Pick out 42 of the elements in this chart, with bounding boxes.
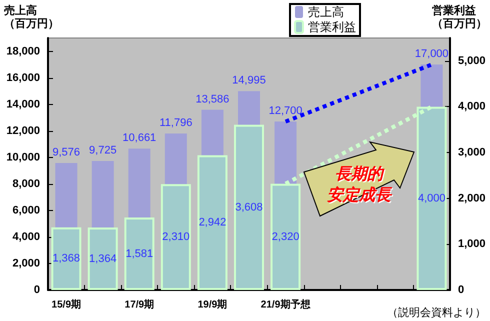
legend-label: 売上高 — [308, 5, 344, 19]
y-tick-label: 8,000 — [12, 178, 40, 190]
y-tick-label: 18,000 — [6, 45, 40, 58]
data-label: 17,000 — [414, 48, 449, 60]
data-label: 13,586 — [196, 93, 230, 106]
data-label: 14,995 — [232, 74, 266, 87]
y-tick-label: 10,000 — [6, 151, 40, 164]
y2-tick-label: 2,000 — [458, 192, 486, 204]
data-label: 2,942 — [198, 216, 226, 229]
y2-tick-label: 5,000 — [458, 54, 486, 67]
x-tick-label: 17/9期 — [124, 298, 154, 310]
annotation: 長期的 — [334, 163, 386, 184]
y-tick-label: 16,000 — [6, 72, 40, 84]
y-tick-label: 0 — [34, 284, 40, 296]
y-tick-label: 12,000 — [6, 124, 40, 137]
y-tick-label: 2,000 — [12, 257, 40, 270]
y2-axis-title: 営業利益（百万円） — [432, 4, 487, 30]
data-label: 1,581 — [126, 248, 154, 260]
y-tick-label: 14,000 — [6, 98, 40, 110]
y2-tick-label: 4,000 — [458, 100, 486, 113]
data-label: 9,576 — [52, 146, 80, 158]
x-tick-label: 15/9期 — [52, 298, 82, 310]
y2-tick-label: 1,000 — [458, 238, 486, 250]
data-label: 2,310 — [162, 231, 190, 244]
data-label: 4,000 — [418, 192, 446, 204]
data-label: 9,725 — [89, 144, 117, 157]
y2-tick-label: 0 — [458, 284, 464, 296]
y2-tick-label: 3,000 — [458, 146, 486, 159]
data-label: 2,320 — [272, 230, 300, 243]
data-label: 3,608 — [235, 201, 263, 214]
y-axis-title: 売上高（百万円） — [4, 4, 59, 30]
text: （説明会資料より） — [387, 305, 486, 320]
y-tick-label: 6,000 — [12, 204, 40, 216]
legend-label: 営業利益 — [308, 20, 356, 34]
x-tick-label: 21/9期予想 — [260, 298, 312, 310]
data-label: 12,700 — [268, 105, 302, 118]
x-tick-label: 19/9期 — [198, 298, 228, 310]
data-label: 11,796 — [159, 117, 192, 130]
y-tick-label: 4,000 — [12, 230, 40, 243]
data-label: 1,364 — [89, 252, 117, 265]
data-label: 10,661 — [122, 132, 156, 144]
data-label: 1,368 — [52, 252, 80, 265]
